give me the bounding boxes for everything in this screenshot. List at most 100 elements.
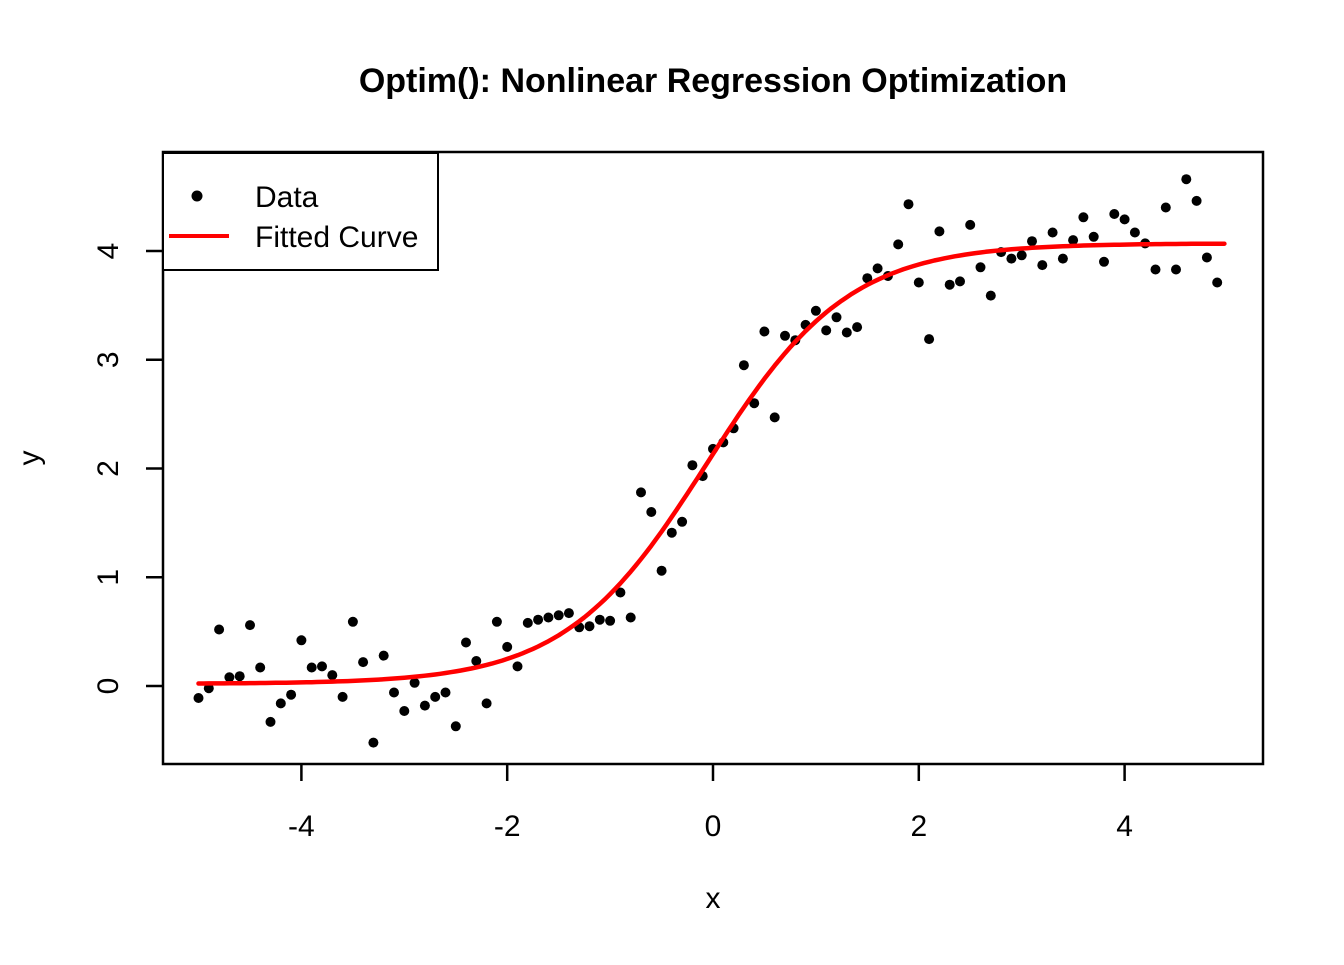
data-point (409, 677, 420, 688)
data-point (347, 616, 358, 627)
x-tick-label: -4 (288, 810, 315, 843)
data-point (759, 326, 770, 337)
data-point (471, 656, 482, 666)
data-point (491, 616, 502, 627)
data-point (666, 527, 677, 538)
data-point (872, 263, 883, 274)
data-point (368, 737, 379, 748)
data-point (646, 507, 657, 517)
data-point (975, 262, 986, 273)
data-point (841, 327, 852, 338)
data-point (687, 460, 698, 471)
data-point (1078, 212, 1089, 223)
data-point (1191, 195, 1202, 206)
data-point (1119, 214, 1130, 225)
x-tick-label: 0 (705, 810, 722, 843)
data-point (1037, 260, 1048, 271)
data-point (255, 662, 266, 673)
data-point (512, 661, 523, 672)
x-axis-title: x (706, 882, 721, 915)
data-point (245, 620, 255, 631)
legend-label-data: Data (255, 181, 319, 214)
data-point (286, 689, 297, 700)
data-point (1150, 264, 1161, 275)
data-point (677, 516, 688, 527)
data-point (214, 624, 225, 635)
y-tick-label: 2 (92, 460, 125, 477)
data-point (275, 698, 286, 709)
data-point (1027, 236, 1037, 247)
data-point (1160, 202, 1171, 213)
data-point (913, 277, 924, 288)
data-point (1088, 231, 1099, 242)
data-point (440, 687, 451, 698)
x-tick-label: 2 (910, 810, 927, 843)
data-point (985, 290, 996, 301)
data-point (636, 487, 646, 498)
data-point (605, 615, 616, 626)
data-point (337, 691, 348, 702)
y-tick-label: 1 (92, 569, 125, 586)
data-point (430, 691, 441, 702)
data-point (502, 641, 513, 652)
data-point (1212, 277, 1223, 288)
data-point (296, 635, 307, 646)
data-point (378, 650, 389, 661)
data-point (543, 612, 554, 623)
data-point (584, 621, 595, 632)
data-point (234, 671, 245, 682)
legend-label-fitted-curve: Fitted Curve (255, 221, 418, 254)
data-point (481, 698, 492, 709)
data-point (749, 398, 760, 409)
data-point (1181, 174, 1192, 185)
data-point (265, 716, 276, 727)
fitted-curve (196, 241, 1227, 686)
data-point (738, 360, 749, 371)
data-point (1099, 256, 1109, 267)
data-point (955, 276, 965, 287)
fitted-curve-series (196, 241, 1227, 686)
data-point (389, 687, 399, 698)
data-point (533, 614, 544, 625)
data-point (203, 683, 214, 694)
legend-data-marker (191, 190, 203, 202)
data-point (399, 706, 410, 716)
data-point (810, 305, 821, 316)
data-point (1109, 209, 1120, 219)
legend-border (162, 152, 439, 271)
data-point (461, 637, 471, 648)
data-point (615, 587, 626, 598)
data-point (1201, 252, 1212, 263)
data-point (924, 334, 935, 345)
data-point (553, 610, 564, 621)
data-point (419, 700, 430, 711)
data-point (1016, 250, 1027, 261)
y-tick-label: 4 (92, 243, 125, 260)
data-point (1006, 253, 1017, 264)
y-tick-label: 3 (92, 351, 125, 368)
data-point (625, 612, 636, 623)
y-axis-title: y (13, 451, 46, 466)
y-tick-label: 0 (92, 678, 125, 695)
data-point (1057, 253, 1068, 264)
data-point (522, 617, 533, 628)
data-point (769, 412, 780, 423)
data-point (831, 312, 842, 323)
data-point (1171, 264, 1181, 275)
x-tick-label: -2 (494, 810, 521, 843)
data-point (944, 279, 955, 290)
data-point (193, 693, 204, 703)
chart-title: Optim(): Nonlinear Regression Optimizati… (359, 62, 1067, 100)
data-point (563, 608, 574, 619)
data-point (1068, 235, 1079, 246)
scatter-series (193, 174, 1223, 748)
data-point (358, 657, 369, 668)
data-point (780, 330, 790, 341)
legend-box: Data Fitted Curve (162, 152, 439, 271)
data-point (656, 565, 667, 576)
data-point (852, 322, 863, 333)
data-point (1129, 227, 1140, 238)
data-point (1047, 227, 1058, 238)
